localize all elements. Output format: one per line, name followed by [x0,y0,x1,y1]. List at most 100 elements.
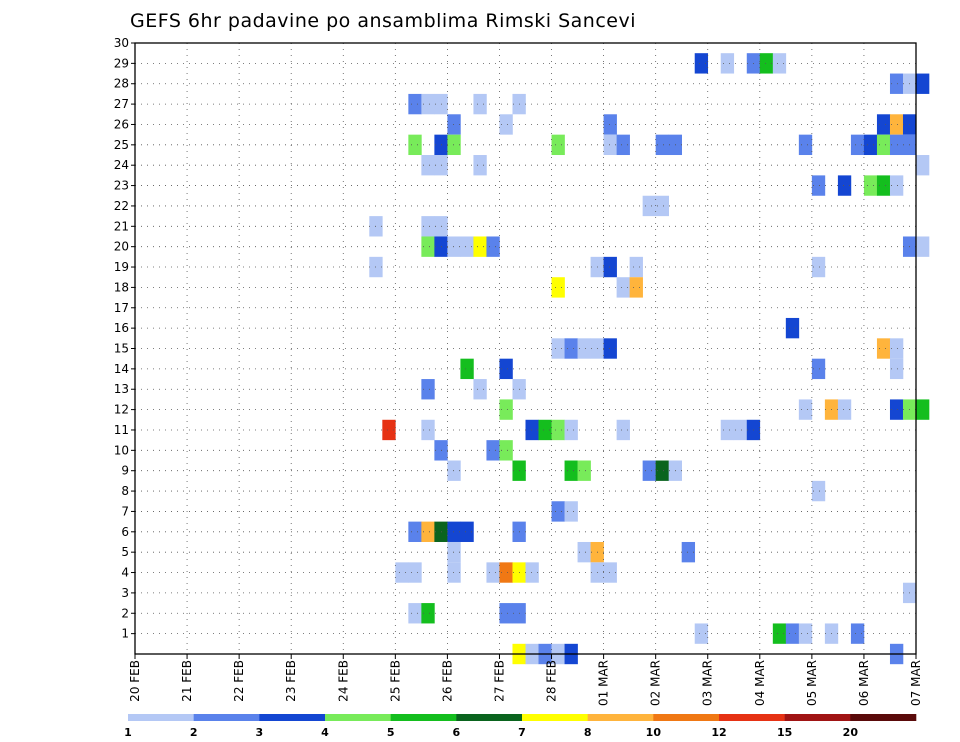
precip-cell [447,541,461,563]
precip-cell [811,256,826,278]
x-axis: 20 FEB 21 FEB 22 FEB 23 FEB 24 FEB 25 FEB 26 F… [128,654,923,706]
precip-cell [473,236,487,257]
precip-cell [916,236,930,257]
precip-cell [785,623,800,644]
precip-cell [395,562,409,583]
precip-cell [889,358,904,380]
precip-cell [408,134,422,156]
colorbar-label: 6 [453,726,461,739]
precip-cell [551,419,565,441]
precip-cell [551,501,565,522]
precip-cell [460,521,474,542]
precip-cell [421,236,435,257]
precip-cell [681,541,696,563]
precip-cell [447,134,461,156]
precip-cell [694,623,709,644]
precip-cell [473,93,487,115]
precip-cell [603,562,617,583]
colorbar-swatch [784,714,851,721]
colorbar-label: 3 [256,726,264,739]
y-tick-label: 9 [121,464,129,478]
precip-cell [603,114,617,135]
colorbar: 1 2 3 4 5 6 7 8 10 12 15 20 [124,714,917,739]
precip-cell [616,277,630,298]
precip-cell [616,134,630,156]
colorbar-label: 8 [584,726,592,739]
y-tick-label: 4 [121,566,129,580]
precip-cell [863,134,878,156]
precip-cell [889,338,904,359]
precip-cell [564,419,578,441]
y-tick-label: 26 [114,117,129,131]
precip-cell [876,175,891,196]
y-tick-label: 12 [114,403,129,417]
precip-cell [421,155,435,176]
y-tick-label: 23 [114,179,129,193]
precip-cell [811,358,826,380]
colorbar-swatch [587,714,654,721]
precip-cells [369,53,930,665]
precip-cell [525,419,539,441]
precip-cell [720,419,735,441]
colorbar-label: 1 [124,726,132,739]
precip-cell [447,236,461,257]
precip-cell [863,175,878,196]
precip-cell [850,623,865,644]
x-tick-label: 27 FEB [492,660,506,702]
colorbar-label: 12 [711,726,726,739]
colorbar-swatch [325,714,391,721]
precip-cell [616,419,630,441]
precip-cell [603,338,617,359]
precip-cell [655,460,669,481]
precip-cell [655,134,669,156]
precip-cell [538,419,552,441]
precip-cell [499,114,513,135]
colorbar-swatch [456,714,523,721]
precip-cell [772,53,787,74]
y-tick-label: 29 [114,56,129,70]
precip-cell [837,399,852,420]
precip-cell [460,236,474,257]
precip-cell [798,623,813,644]
x-tick-label: 24 FEB [336,660,350,702]
y-tick-label: 5 [121,545,129,559]
y-tick-label: 15 [114,342,129,356]
colorbar-swatch [653,714,720,721]
precip-cell [850,134,865,156]
y-tick-label: 11 [114,423,129,437]
y-tick-label: 28 [114,77,129,91]
precip-cell [499,358,513,380]
precip-cell [655,195,669,217]
precip-cell [421,216,435,237]
precip-cell [486,562,500,583]
x-tick-label: 20 FEB [128,660,142,702]
colorbar-label: 7 [518,726,526,739]
x-tick-label: 28 FEB [545,660,559,702]
colorbar-label: 2 [190,726,198,739]
colorbar-swatch [850,714,917,721]
y-tick-label: 21 [114,219,129,233]
precip-cell [447,562,461,583]
colorbar-swatch [193,714,260,721]
colorbar-label: 5 [387,726,395,739]
precip-cell [408,562,422,583]
precip-cell [889,73,904,94]
precip-cell [603,256,617,278]
x-tick-label: 22 FEB [232,660,246,702]
precip-cell [785,317,800,339]
precip-cell [916,155,930,176]
precip-cell [473,155,487,176]
x-tick-label: 03 MAR [701,660,715,706]
chart-title: GEFS 6hr padavine po ansamblima Rimski S… [130,10,636,32]
precip-cell [421,379,435,400]
precip-cell [720,53,735,74]
colorbar-swatch [390,714,457,721]
precip-cell [798,134,813,156]
precip-cell [408,603,422,624]
colorbar-swatch [719,714,785,721]
precip-cell [551,134,565,156]
precip-cell [642,460,656,481]
precip-cell [629,277,643,298]
x-tick-label: 25 FEB [388,660,402,702]
